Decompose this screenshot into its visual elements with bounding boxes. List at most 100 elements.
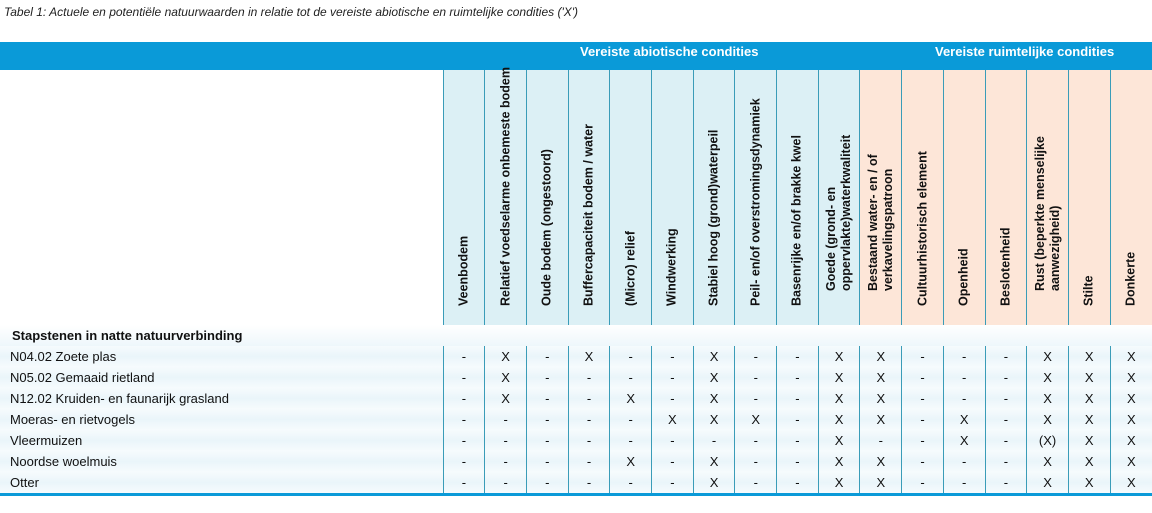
table-cell: X (817, 367, 860, 388)
table-cell: X (1067, 430, 1111, 451)
column-header-label: Rust (beperkte menselijke aanwezigheid) (1032, 136, 1062, 291)
table-cell: - (651, 346, 694, 367)
table-cell: - (651, 430, 694, 451)
column-header: Relatief voedselarme onbemeste bodem (484, 67, 527, 325)
table-cell: X (692, 367, 735, 388)
column-header: Beslotenheid (984, 70, 1027, 325)
table-cell: X (1067, 409, 1111, 430)
column-header-label: Goede (grond- en oppervlakte)waterkwalit… (824, 134, 854, 291)
table-cell: - (525, 367, 569, 388)
column-header-label: (Micro) relief (623, 230, 638, 306)
table-cell: X (484, 388, 527, 409)
table-cell: - (609, 472, 652, 496)
table-cell: - (442, 367, 485, 388)
table-cell: - (484, 472, 527, 496)
table-cell: - (609, 409, 652, 430)
table-cell: - (734, 346, 777, 367)
table-cell: - (984, 430, 1027, 451)
column-header: Stabiel hoog (grond)waterpeil (692, 70, 735, 325)
column-header-label: Relatief voedselarme onbemeste bodem (498, 67, 513, 306)
table-cell: - (651, 472, 694, 496)
table-cell: X (692, 472, 735, 496)
row-name: Vleermuizen (0, 430, 444, 451)
column-header-label: Windwerking (664, 228, 679, 306)
table-cell: X (484, 346, 527, 367)
table-cell: - (525, 430, 569, 451)
column-header: Peil- en/of overstromingsdynamiek (734, 70, 777, 325)
table-cell: - (776, 346, 819, 367)
table-cell: - (734, 472, 777, 496)
table-cell: X (1067, 472, 1111, 496)
table-cell: - (567, 367, 610, 388)
table-cell: X (1109, 388, 1152, 409)
table-cell: - (984, 388, 1027, 409)
table-cell: - (776, 451, 819, 472)
table-cell: - (942, 367, 986, 388)
column-header: Veenbodem (442, 70, 485, 325)
table-cell: - (734, 388, 777, 409)
table-row: Moeras- en rietvogels - - - - - X X X - X X - X - X X X (0, 409, 1152, 430)
table-cell: - (525, 409, 569, 430)
table-cell: - (984, 451, 1027, 472)
table-cell: - (901, 388, 944, 409)
table-cell: X (859, 451, 902, 472)
table-cell: X (859, 346, 902, 367)
row-name: Noordse woelmuis (0, 451, 444, 472)
table-cell: - (567, 472, 610, 496)
conditions-table: Veenbodem Relatief voedselarme onbemeste … (0, 67, 1152, 496)
table-cell: X (651, 409, 694, 430)
column-header-label: Stilte (1081, 275, 1096, 306)
table-cell: X (1067, 451, 1111, 472)
table-cell: X (1026, 367, 1069, 388)
table-cell: X (942, 430, 986, 451)
table-cell: X (1026, 388, 1069, 409)
table-cell: - (901, 430, 944, 451)
table-cell: X (609, 388, 652, 409)
table-cell: X (484, 367, 527, 388)
table-cell: - (734, 367, 777, 388)
table-cell: - (525, 388, 569, 409)
column-header-label: Buffercapaciteit bodem / water (581, 124, 596, 306)
table-cell: X (817, 388, 860, 409)
table-cell: - (734, 451, 777, 472)
row-name: N12.02 Kruiden- en faunarijk grasland (0, 388, 444, 409)
table-cell: - (776, 430, 819, 451)
table-cell: - (609, 346, 652, 367)
column-header-label: Bestaand water- en / of verkavelingspatr… (865, 154, 895, 291)
column-header-label: Openheid (956, 248, 971, 306)
table-cell: - (525, 346, 569, 367)
table-cell: X (859, 388, 902, 409)
table-cell: X (817, 430, 860, 451)
table-row: N05.02 Gemaaid rietland - X - - - - X - - X X - - - X X X (0, 367, 1152, 388)
table-cell: X (692, 451, 735, 472)
table-cell: X (817, 451, 860, 472)
table-cell: - (525, 451, 569, 472)
table-cell: - (609, 367, 652, 388)
table-cell: - (651, 451, 694, 472)
row-name: Moeras- en rietvogels (0, 409, 444, 430)
row-name: N04.02 Zoete plas (0, 346, 444, 367)
table-cell: X (817, 346, 860, 367)
table-cell: - (984, 409, 1027, 430)
table-cell: - (984, 367, 1027, 388)
table-cell: - (734, 430, 777, 451)
table-cell: X (609, 451, 652, 472)
column-header-label: Cultuurhistorisch element (915, 151, 930, 306)
column-header: Stilte (1067, 70, 1111, 325)
table-cell: X (859, 367, 902, 388)
row-name: N05.02 Gemaaid rietland (0, 367, 444, 388)
group-abiotic-label: Vereiste abiotische condities (580, 44, 759, 59)
table-cell: - (484, 409, 527, 430)
column-header: Oude bodem (ongestoord) (525, 70, 569, 325)
table-cell: X (1026, 472, 1069, 496)
column-header-label: Beslotenheid (998, 227, 1013, 307)
table-cell: - (901, 367, 944, 388)
column-header: Rust (beperkte menselijke aanwezigheid) (1026, 70, 1069, 325)
column-header-label: Basenrijke en/of brakke kwel (789, 135, 804, 306)
column-header: Windwerking (651, 70, 694, 325)
table-cell: - (901, 409, 944, 430)
table-cell: - (776, 388, 819, 409)
table-cell: X (1109, 367, 1152, 388)
table-cell: X (1109, 409, 1152, 430)
table-cell: X (817, 409, 860, 430)
